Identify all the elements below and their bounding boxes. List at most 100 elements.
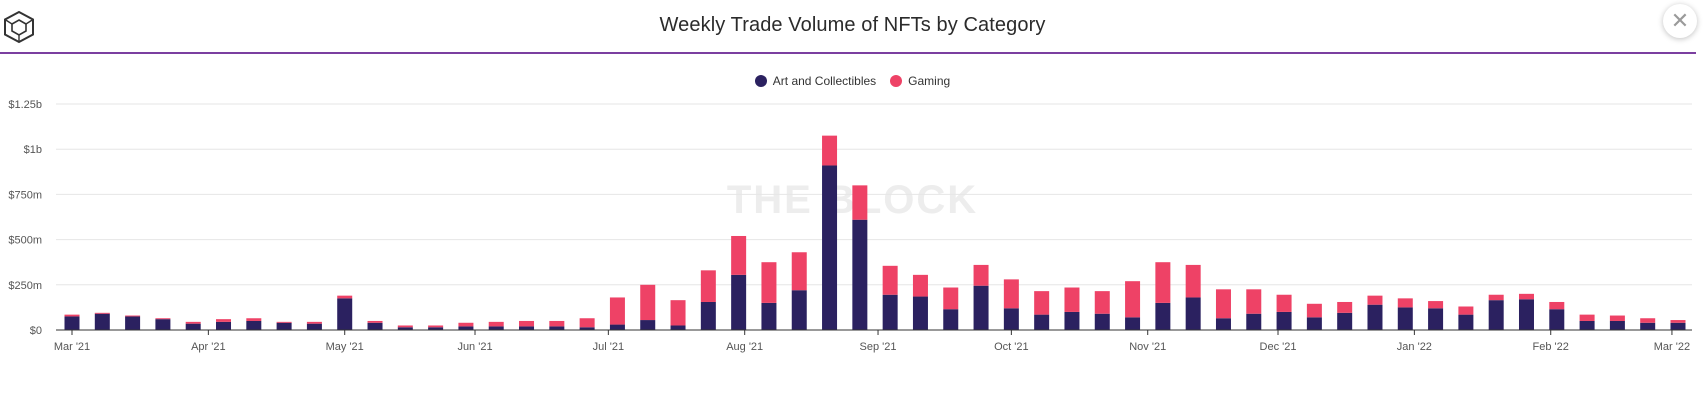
bar-art-collectibles xyxy=(1276,311,1292,330)
bar-art-collectibles xyxy=(943,309,959,330)
bar-art-collectibles xyxy=(458,326,474,330)
bar-art-collectibles xyxy=(1094,313,1110,330)
legend-label-gaming: Gaming xyxy=(908,74,951,88)
legend-item-gaming[interactable]: Gaming xyxy=(890,74,950,88)
bar-art-collectibles xyxy=(1640,322,1656,330)
bar-gaming xyxy=(852,185,868,220)
bar-art-collectibles xyxy=(1367,304,1383,330)
bar-art-collectibles xyxy=(519,326,535,330)
y-tick-label: $250m xyxy=(8,280,42,292)
legend-label-art: Art and Collectibles xyxy=(772,74,877,88)
bar-art-collectibles xyxy=(1306,317,1322,330)
bar-gaming xyxy=(670,300,686,326)
bar-gaming xyxy=(1609,315,1625,321)
bar-art-collectibles xyxy=(1428,308,1444,330)
bar-art-collectibles xyxy=(912,296,928,330)
bar-gaming xyxy=(1276,294,1292,312)
bar-art-collectibles xyxy=(428,327,444,330)
bar-art-collectibles xyxy=(973,285,989,330)
bar-gaming xyxy=(822,135,838,166)
bar-art-collectibles xyxy=(609,324,625,330)
bar-art-collectibles xyxy=(1185,297,1201,330)
bar-art-collectibles xyxy=(1670,322,1686,330)
bar-art-collectibles xyxy=(791,290,807,330)
bar-art-collectibles xyxy=(852,219,868,330)
chart-title: Weekly Trade Volume of NFTs by Category xyxy=(659,14,1046,36)
bar-gaming xyxy=(125,315,141,317)
legend-item-art[interactable]: Art and Collectibles xyxy=(754,74,877,88)
bar-art-collectibles xyxy=(276,322,292,330)
bar-gaming xyxy=(1125,281,1141,318)
bar-gaming xyxy=(246,318,262,321)
bar-gaming xyxy=(1367,295,1383,305)
x-tick-label: Nov '21 xyxy=(1129,341,1166,353)
bar-art-collectibles xyxy=(367,322,383,330)
x-tick-label: Dec '21 xyxy=(1260,341,1297,353)
bar-art-collectibles xyxy=(731,274,747,330)
chart-legend: Art and Collectibles Gaming xyxy=(0,74,1705,88)
y-tick-label: $1b xyxy=(24,144,42,156)
bar-art-collectibles xyxy=(216,321,232,330)
bar-gaming xyxy=(276,321,292,323)
bar-art-collectibles xyxy=(1458,314,1474,330)
bar-art-collectibles xyxy=(1397,307,1413,330)
x-tick-label: May '21 xyxy=(326,341,364,353)
bar-art-collectibles xyxy=(1518,299,1534,330)
title-divider xyxy=(0,52,1696,54)
bar-art-collectibles xyxy=(1155,302,1171,330)
bar-art-collectibles xyxy=(397,327,413,330)
bar-gaming xyxy=(1003,279,1019,309)
bar-gaming xyxy=(1337,301,1353,313)
bar-gaming xyxy=(1034,291,1050,315)
bar-gaming xyxy=(367,320,383,323)
x-tick-label: Feb '22 xyxy=(1533,341,1569,353)
x-tick-label: Jan '22 xyxy=(1397,341,1432,353)
bar-art-collectibles xyxy=(882,294,898,330)
bar-art-collectibles xyxy=(1003,308,1019,330)
legend-swatch-art xyxy=(754,75,767,87)
bar-gaming xyxy=(1306,303,1322,318)
bar-gaming xyxy=(791,252,807,291)
bar-gaming xyxy=(1215,289,1231,319)
bar-gaming xyxy=(1670,320,1686,323)
bar-gaming xyxy=(306,321,322,324)
bar-art-collectibles xyxy=(579,327,595,330)
bar-art-collectibles xyxy=(1215,318,1231,330)
bar-gaming xyxy=(912,274,928,297)
x-tick-label: Mar '22 xyxy=(1654,341,1690,353)
close-button[interactable]: ✕ xyxy=(1663,4,1697,38)
bar-art-collectibles xyxy=(700,301,716,330)
bar-gaming xyxy=(337,295,353,299)
bar-art-collectibles xyxy=(337,298,353,330)
bar-gaming xyxy=(1185,264,1201,298)
bar-art-collectibles xyxy=(1609,320,1625,330)
bar-gaming xyxy=(549,320,565,327)
y-tick-label: $750m xyxy=(8,189,42,201)
bar-gaming xyxy=(155,318,171,320)
bar-gaming xyxy=(519,320,535,327)
bar-gaming xyxy=(1094,291,1110,314)
y-tick-label: $1.25b xyxy=(8,99,42,111)
bar-art-collectibles xyxy=(761,302,777,330)
bar-gaming xyxy=(1458,306,1474,315)
x-tick-label: Aug '21 xyxy=(726,341,763,353)
legend-swatch-gaming xyxy=(890,75,903,87)
close-icon: ✕ xyxy=(1670,8,1690,33)
bar-gaming xyxy=(185,321,201,324)
bar-art-collectibles xyxy=(185,323,201,330)
bar-gaming xyxy=(1428,301,1444,309)
bar-gaming xyxy=(609,297,625,325)
bar-art-collectibles xyxy=(306,323,322,330)
bar-art-collectibles xyxy=(1064,311,1080,330)
bar-art-collectibles xyxy=(94,313,110,330)
bar-gaming xyxy=(1549,301,1565,310)
bar-gaming xyxy=(397,325,413,328)
x-tick-label: Jul '21 xyxy=(593,341,624,353)
x-tick-label: Sep '21 xyxy=(860,341,897,353)
bar-art-collectibles xyxy=(246,320,262,330)
bar-gaming xyxy=(1579,314,1595,321)
bar-art-collectibles xyxy=(670,325,686,330)
bar-gaming xyxy=(640,284,656,321)
bar-art-collectibles xyxy=(640,320,656,330)
